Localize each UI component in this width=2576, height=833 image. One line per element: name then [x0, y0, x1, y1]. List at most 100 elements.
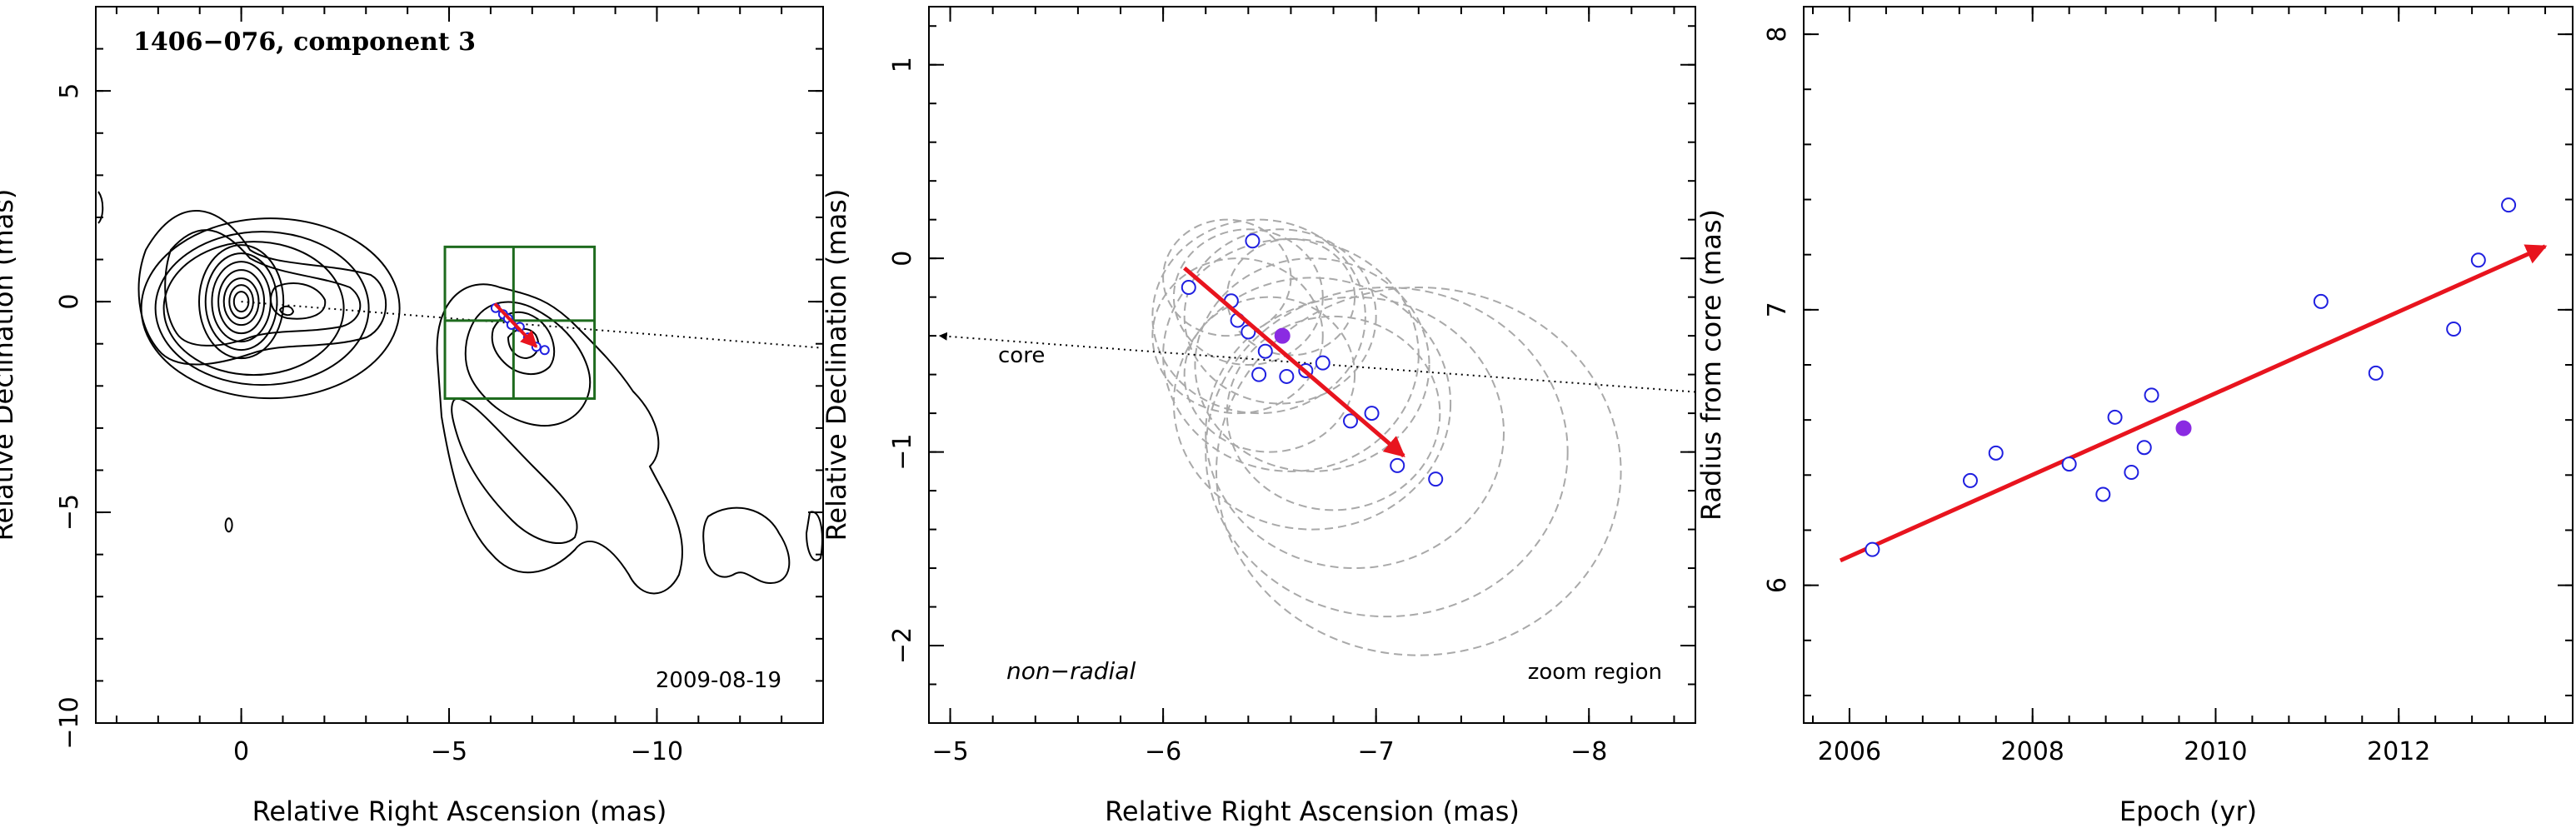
p2-error-circle — [1205, 287, 1569, 618]
p1-ylabel: Relative Declination (mas) — [0, 189, 19, 541]
p3-ylabel: Radius from core (mas) — [1695, 209, 1727, 521]
p3-data-point — [1962, 472, 1978, 488]
p1-ytick-label: −10 — [55, 696, 84, 749]
p1-jet-contour — [805, 511, 823, 561]
p1-jet-contour — [436, 283, 683, 595]
p2-error-circle — [1183, 228, 1377, 405]
p1-core-direction-line — [241, 301, 824, 349]
p2-error-circle — [1226, 315, 1441, 511]
p2-ylabel: Relative Declination (mas) — [821, 189, 852, 541]
p1-ytick-label: 0 — [55, 294, 84, 310]
p1-data-point — [539, 345, 550, 356]
p3-data-point — [2470, 252, 2486, 268]
p3-data-point — [2124, 465, 2139, 480]
p1-zoom-box — [443, 245, 597, 400]
p1-outer-contour — [137, 209, 387, 366]
p1-core-contour — [222, 277, 260, 327]
p2-error-circle — [1172, 277, 1452, 531]
p3-data-point — [2446, 322, 2462, 337]
p2-data-point — [1315, 355, 1330, 371]
p2-error-circle — [1172, 228, 1324, 366]
p1-contours — [97, 191, 823, 595]
p2-data-point — [1251, 367, 1267, 382]
p2-motion-arrow — [1183, 266, 1405, 458]
p2-core-label: core — [998, 343, 1045, 368]
p3-data-point — [2107, 409, 2123, 425]
p2-nonradial-label: non−radial — [1006, 657, 1136, 685]
p1-jet-contour — [491, 311, 556, 376]
p1-jet-contour — [451, 397, 578, 545]
p2-error-circle — [1151, 218, 1366, 415]
p1-core-contour — [162, 241, 345, 377]
p3-data-point — [2368, 365, 2384, 381]
p2-ytick-label: −2 — [888, 627, 917, 664]
p2-data-point — [1343, 413, 1358, 429]
p1-core-contour — [228, 284, 254, 320]
p1-knot-contour — [278, 305, 295, 317]
p2-zoom-region-label: zoom region — [1528, 660, 1662, 685]
p2-error-circle — [1162, 218, 1292, 337]
p3-data-point — [2501, 197, 2517, 213]
p3-filled-point — [2175, 420, 2192, 436]
p1-title: 1406−076, component 3 — [133, 27, 476, 57]
p1-xtick-label: −10 — [631, 737, 683, 766]
p1-ytick-label: 5 — [55, 83, 84, 99]
p3-plot-frame — [1803, 6, 2574, 724]
p2-data-point — [1257, 343, 1273, 359]
p2-data-point — [1364, 406, 1380, 421]
p3-data-point — [2061, 456, 2077, 472]
p2-xtick-label: −5 — [931, 737, 968, 766]
p1-motion-arrow — [493, 302, 538, 348]
p2-filled-point — [1274, 327, 1290, 344]
p2-xtick-label: −8 — [1570, 737, 1607, 766]
p2-error-circle — [1151, 257, 1324, 415]
p2-data-point — [1181, 280, 1196, 296]
p1-contour-edge — [97, 191, 104, 224]
p3-ytick-label: 6 — [1763, 577, 1792, 593]
p1-core-contour — [198, 244, 285, 360]
p3-xtick-label: 2012 — [2367, 737, 2430, 766]
p2-ytick-label: 0 — [888, 251, 917, 267]
p2-data-point — [1390, 457, 1405, 473]
p2-ytick-label: −1 — [888, 433, 917, 470]
p1-knot-contour — [270, 282, 327, 320]
p3-data-point — [2136, 440, 2152, 456]
p3-xtick-label: 2010 — [2184, 737, 2247, 766]
p1-plot-frame — [95, 6, 824, 724]
p2-ytick-label: 1 — [888, 57, 917, 72]
p2-data-point — [1279, 368, 1295, 384]
p2-xtick-label: −7 — [1358, 737, 1395, 766]
p3-xtick-label: 2006 — [1818, 737, 1881, 766]
p1-xlabel: Relative Right Ascension (mas) — [252, 796, 667, 827]
p1-xtick-label: −5 — [431, 737, 467, 766]
p3-xlabel: Epoch (yr) — [2119, 796, 2257, 827]
p2-data-point — [1245, 233, 1261, 249]
p1-ytick-label: −5 — [55, 494, 84, 531]
p1-core-contour — [217, 269, 266, 335]
p1-xtick-label: 0 — [233, 737, 249, 766]
p2-data-point — [1428, 471, 1444, 487]
p3-fit-arrow — [1839, 244, 2548, 563]
p1-outer-contour — [164, 229, 362, 347]
p2-error-circle — [1194, 257, 1430, 472]
p3-ytick-label: 8 — [1763, 27, 1792, 42]
p3-data-point — [1988, 445, 2004, 461]
p1-core-contour — [154, 231, 370, 387]
p2-plot-frame — [928, 6, 1696, 724]
p1-core-contour — [204, 252, 278, 352]
p2-xtick-label: −6 — [1145, 737, 1181, 766]
p2-error-circle — [1216, 287, 1622, 656]
p2-xlabel: Relative Right Ascension (mas) — [1105, 796, 1520, 827]
p3-data-point — [1865, 541, 1880, 557]
p3-data-point — [2313, 293, 2329, 309]
p3-ytick-label: 7 — [1763, 302, 1792, 317]
p3-data-point — [2144, 387, 2159, 403]
p2-error-circle — [1183, 296, 1356, 453]
p1-contour-blob — [224, 517, 233, 533]
p3-xtick-label: 2008 — [2001, 737, 2064, 766]
p3-data-point — [2095, 486, 2111, 502]
p1-date-label: 2009-08-19 — [656, 668, 781, 693]
p1-jet-contour — [702, 506, 791, 585]
p1-core-contour — [140, 217, 401, 400]
